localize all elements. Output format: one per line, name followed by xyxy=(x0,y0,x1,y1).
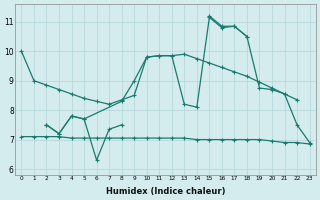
X-axis label: Humidex (Indice chaleur): Humidex (Indice chaleur) xyxy=(106,187,225,196)
